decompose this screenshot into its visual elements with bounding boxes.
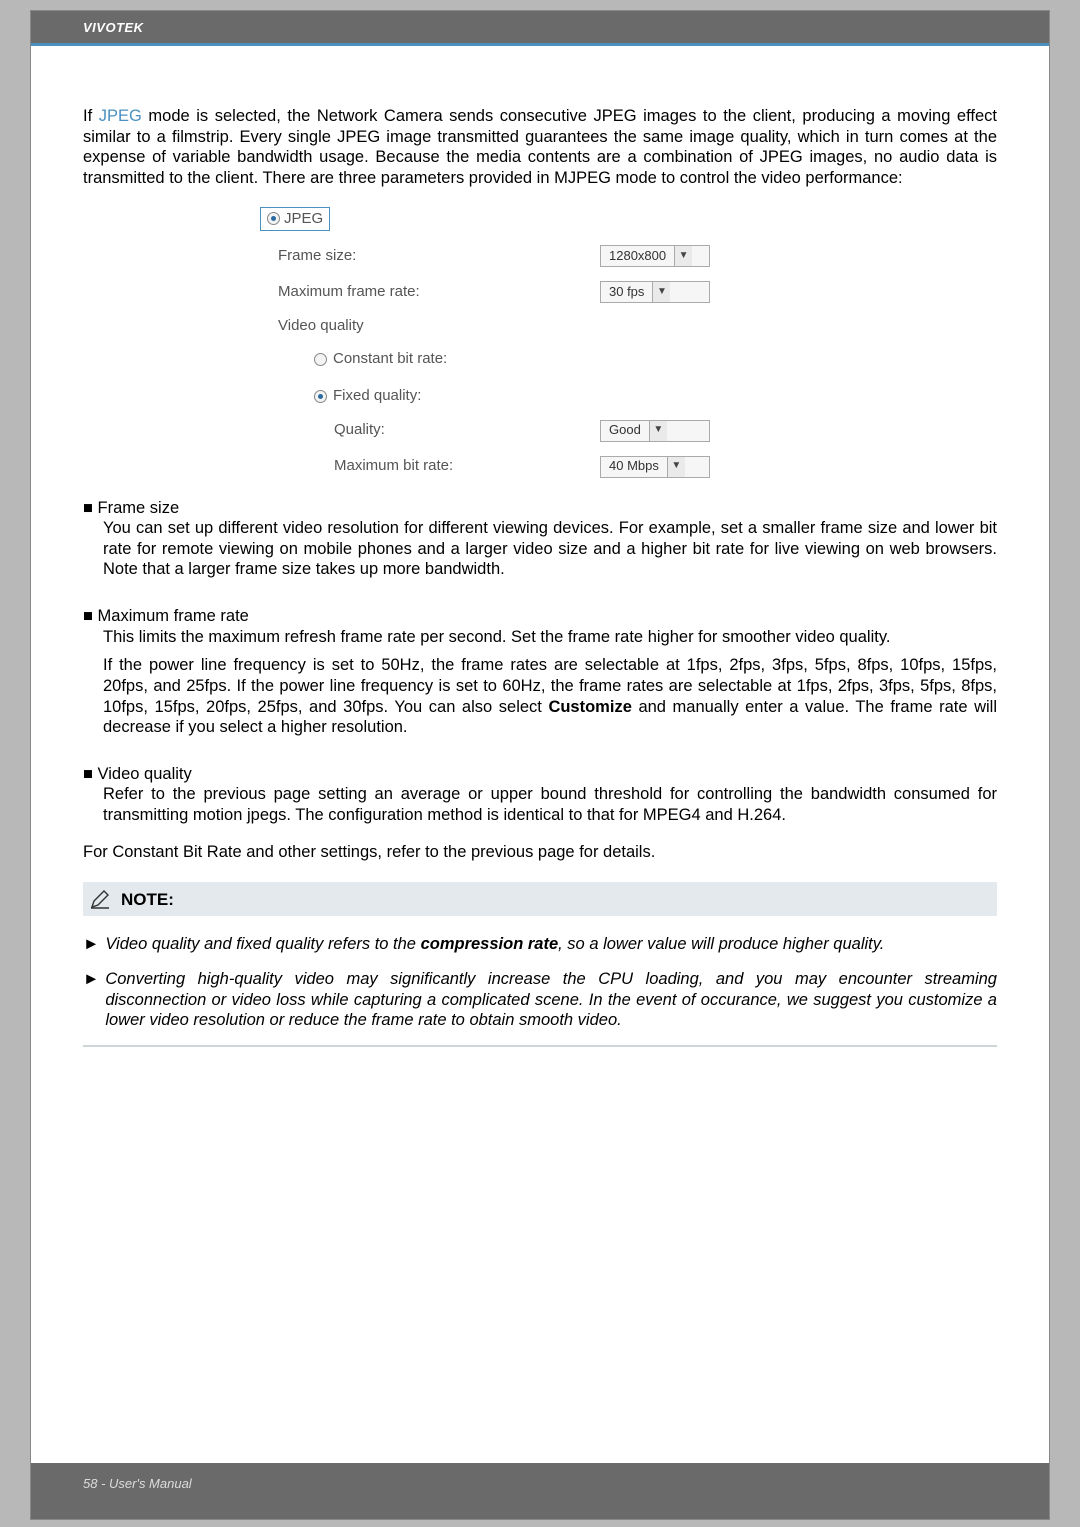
video-quality-label: Video quality <box>260 317 600 336</box>
triangle-right-icon: ► <box>83 969 99 1031</box>
radio-selected-icon <box>267 212 280 225</box>
note1-pre: Video quality and fixed quality refers t… <box>105 935 420 953</box>
frame-size-select[interactable]: 1280x800 ▼ <box>600 245 710 267</box>
intro-rest: mode is selected, the Network Camera sen… <box>83 107 997 187</box>
summary-paragraph: For Constant Bit Rate and other settings… <box>83 842 997 863</box>
note-item-1: ► Video quality and fixed quality refers… <box>83 934 997 955</box>
note-item-2: ► Converting high-quality video may sign… <box>83 969 997 1031</box>
cbr-radio[interactable]: Constant bit rate: <box>314 350 447 369</box>
footer-text: 58 - User's Manual <box>83 1476 192 1491</box>
bullet-video-quality-head: ■ Video quality <box>83 764 997 785</box>
row-cbr: Constant bit rate: <box>260 350 820 372</box>
row-frame-size: Frame size: 1280x800 ▼ <box>260 245 820 267</box>
max-bit-rate-select[interactable]: 40 Mbps ▼ <box>600 456 710 478</box>
note-bar: NOTE: <box>83 882 997 916</box>
bullet-frame-size-head: ■ Frame size <box>83 498 997 519</box>
quality-value: Good <box>601 422 649 438</box>
note-item-2-text: Converting high-quality video may signif… <box>105 969 997 1031</box>
pencil-icon <box>89 888 111 910</box>
header-bar: VIVOTEK <box>31 11 1049 43</box>
note-list: ► Video quality and fixed quality refers… <box>83 934 997 1031</box>
row-max-frame-rate: Maximum frame rate: 30 fps ▼ <box>260 281 820 303</box>
settings-block: JPEG Frame size: 1280x800 ▼ Maximum fram… <box>260 207 820 478</box>
intro-paragraph: If JPEG mode is selected, the Network Ca… <box>83 106 997 189</box>
chevron-down-icon: ▼ <box>649 421 667 441</box>
chevron-down-icon: ▼ <box>667 457 685 477</box>
jpeg-radio[interactable]: JPEG <box>260 207 330 232</box>
bullet-max-frame-rate: ■ Maximum frame rate This limits the max… <box>83 606 997 738</box>
bullet-video-quality-body: Refer to the previous page setting an av… <box>83 784 997 825</box>
jpeg-radio-label: JPEG <box>284 210 323 229</box>
quality-select[interactable]: Good ▼ <box>600 420 710 442</box>
page: VIVOTEK If JPEG mode is selected, the Ne… <box>30 10 1050 1520</box>
bullet-max-frame-rate-body1: This limits the maximum refresh frame ra… <box>83 627 997 648</box>
bullet-max-frame-rate-body2: If the power line frequency is set to 50… <box>83 655 997 738</box>
row-fixed-quality: Fixed quality: <box>260 386 820 406</box>
fixed-quality-row: Fixed quality: <box>260 386 600 406</box>
max-bit-rate-value: 40 Mbps <box>601 458 667 474</box>
row-video-quality: Video quality <box>260 317 820 336</box>
row-max-bit-rate: Maximum bit rate: 40 Mbps ▼ <box>260 456 820 478</box>
row-quality: Quality: Good ▼ <box>260 420 820 442</box>
note-title: NOTE: <box>121 889 174 910</box>
frame-size-label: Frame size: <box>260 247 600 266</box>
chevron-down-icon: ▼ <box>652 282 670 302</box>
radio-unselected-icon <box>314 353 327 366</box>
bullet-frame-size-body: You can set up different video resolutio… <box>83 518 997 580</box>
intro-prefix: If <box>83 107 99 125</box>
max-bit-rate-label: Maximum bit rate: <box>260 457 600 476</box>
chevron-down-icon: ▼ <box>674 246 692 266</box>
max-frame-rate-select[interactable]: 30 fps ▼ <box>600 281 710 303</box>
customize-word: Customize <box>548 698 631 716</box>
fixed-quality-radio[interactable]: Fixed quality: <box>314 387 421 406</box>
frame-size-value: 1280x800 <box>601 248 674 264</box>
bullet-max-frame-rate-head: ■ Maximum frame rate <box>83 606 997 627</box>
jpeg-word: JPEG <box>99 107 142 125</box>
note1-post: , so a lower value will produce higher q… <box>558 935 884 953</box>
max-frame-rate-label: Maximum frame rate: <box>260 283 600 302</box>
radio-selected-icon <box>314 390 327 403</box>
divider-line <box>83 1045 997 1047</box>
max-frame-rate-value: 30 fps <box>601 284 652 300</box>
content: If JPEG mode is selected, the Network Ca… <box>31 46 1049 1047</box>
triangle-right-icon: ► <box>83 934 99 955</box>
bullet-frame-size: ■ Frame size You can set up different vi… <box>83 498 997 581</box>
footer-bar <box>31 1463 1049 1519</box>
note-item-1-text: Video quality and fixed quality refers t… <box>105 934 997 955</box>
cbr-label: Constant bit rate: <box>333 350 447 369</box>
note1-bold: compression rate <box>421 935 559 953</box>
cbr-row: Constant bit rate: <box>260 350 600 372</box>
header-brand: VIVOTEK <box>83 20 144 35</box>
bullet-video-quality: ■ Video quality Refer to the previous pa… <box>83 764 997 826</box>
quality-label: Quality: <box>260 421 600 440</box>
fixed-quality-label: Fixed quality: <box>333 387 421 406</box>
